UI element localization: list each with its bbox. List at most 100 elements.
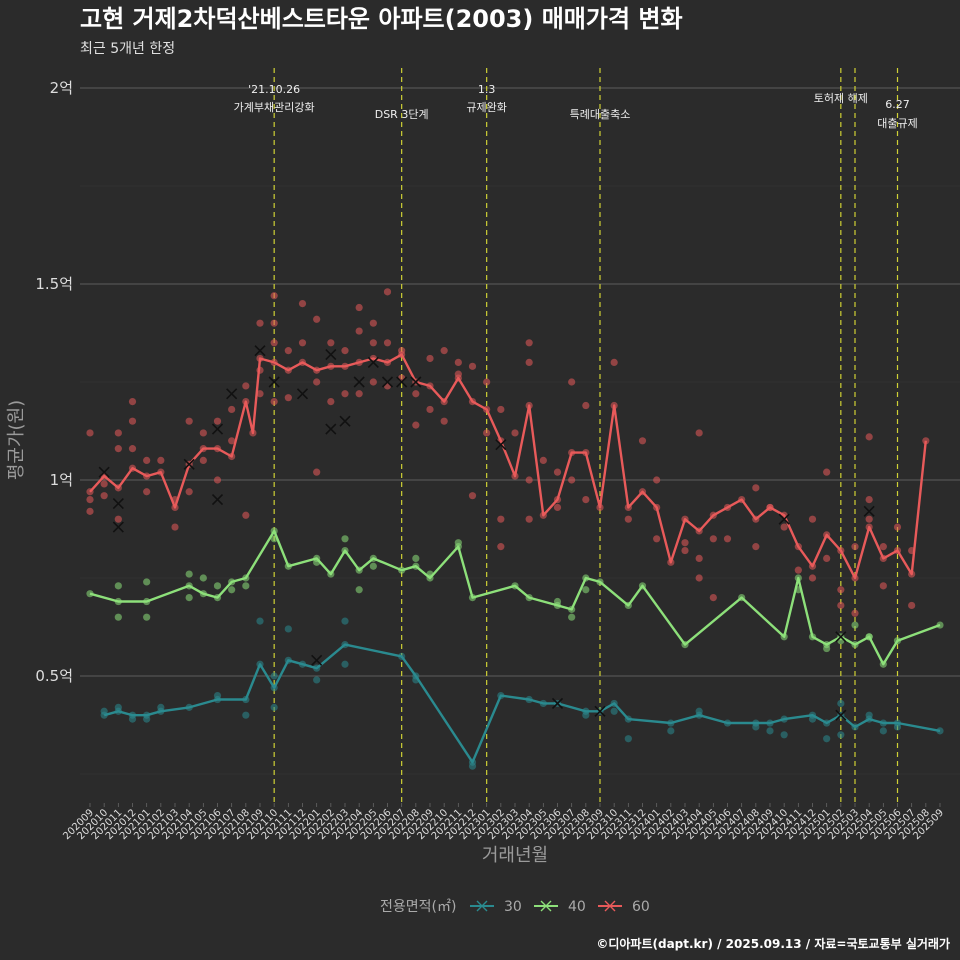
transaction-dot-60: [313, 378, 321, 386]
transaction-dot-60: [837, 601, 845, 610]
transaction-dot-30: [157, 703, 165, 711]
transaction-dot-30: [582, 711, 590, 719]
transaction-dot-60: [497, 543, 505, 551]
transaction-dot-60: [398, 347, 406, 355]
transaction-dot-40: [143, 613, 151, 621]
transaction-dot-60: [610, 358, 618, 366]
transaction-dot-60: [539, 456, 547, 464]
transaction-dot-40: [369, 562, 377, 570]
event-label: 6.27: [885, 98, 910, 111]
transaction-dot-60: [313, 468, 321, 476]
cancel-mark-60: [495, 439, 507, 451]
cancel-mark-30: [551, 697, 564, 710]
transaction-dot-40: [412, 554, 420, 563]
transaction-dot-30: [780, 731, 788, 739]
transaction-dot-60: [284, 394, 292, 402]
transaction-dot-60: [355, 327, 363, 335]
x-axis-tick-labels: 2020092020102020112020122021012021022021…: [61, 803, 946, 842]
transaction-dot-60: [780, 523, 788, 531]
legend-key-60: [604, 900, 616, 912]
cancel-mark-60: [353, 376, 365, 388]
transaction-dot-60: [497, 515, 505, 523]
cancel-mark-60: [325, 348, 337, 361]
event-label: 특례대출축소: [570, 108, 631, 121]
transaction-dot-60: [752, 484, 760, 492]
transaction-dot-30: [624, 735, 632, 743]
transaction-dot-60: [213, 417, 222, 425]
transaction-dot-30: [468, 762, 477, 770]
transaction-dot-40: [355, 586, 363, 594]
transaction-dot-60: [553, 503, 562, 512]
chart-subtitle: 최근 5개년 한정: [80, 41, 175, 57]
cancel-mark-60: [367, 356, 379, 368]
transaction-dot-30: [341, 660, 349, 668]
legend-label-60: 60: [632, 899, 650, 915]
transaction-dot-30: [879, 727, 887, 735]
cancel-mark-30: [835, 709, 847, 721]
transaction-dot-60: [454, 370, 462, 378]
transaction-dot-60: [242, 382, 250, 390]
transaction-dot-40: [185, 594, 193, 602]
transaction-dot-40: [242, 582, 250, 590]
transaction-dot-60: [837, 586, 845, 594]
transaction-dot-30: [128, 715, 137, 723]
transaction-dot-60: [86, 507, 94, 515]
transaction-dot-60: [681, 539, 689, 547]
transaction-dot-60: [440, 347, 448, 355]
transaction-dot-60: [284, 347, 292, 355]
transaction-dot-60: [355, 303, 363, 312]
transaction-dot-40: [851, 621, 859, 629]
cancel-mark-60: [339, 415, 351, 427]
transaction-dot-60: [185, 488, 193, 496]
legend-label-40: 40: [568, 899, 586, 915]
transaction-dot-60: [879, 582, 887, 590]
transaction-dot-60: [568, 476, 576, 484]
transaction-dot-60: [341, 390, 349, 398]
gridlines: [80, 87, 960, 775]
transaction-dot-40: [454, 539, 462, 547]
transaction-dot-30: [313, 676, 321, 684]
transaction-dot-30: [270, 703, 278, 711]
transaction-dot-30: [100, 707, 108, 715]
cancel-mark-60: [268, 376, 280, 388]
cancelled-transaction-marks: [98, 345, 875, 721]
transaction-dot-60: [114, 429, 122, 437]
cancel-mark-30: [594, 705, 606, 717]
transaction-dot-60: [256, 390, 264, 398]
transaction-dot-60: [157, 456, 165, 464]
transaction-dot-60: [638, 437, 647, 445]
transaction-dot-60: [426, 405, 434, 414]
transaction-dot-60: [823, 468, 831, 476]
x-axis-title: 거래년월: [482, 845, 548, 866]
transaction-dot-60: [86, 429, 94, 437]
transaction-dot-60: [412, 390, 420, 398]
transaction-dot-60: [794, 566, 802, 574]
transaction-dot-60: [865, 515, 873, 523]
y-tick-label: 2억: [50, 79, 73, 97]
transaction-dot-60: [383, 339, 392, 347]
transaction-dot-60: [709, 594, 717, 602]
transaction-dot-40: [114, 613, 122, 621]
cancel-mark-60: [211, 494, 224, 506]
transaction-dot-30: [284, 625, 292, 633]
cancel-mark-60: [778, 513, 790, 525]
transaction-dot-40: [199, 574, 207, 582]
legend-key-30: [476, 900, 488, 912]
transaction-dot-60: [808, 515, 817, 523]
transaction-dot-40: [823, 644, 831, 653]
y-tick-label: 1.5억: [35, 275, 73, 293]
transaction-dot-30: [610, 707, 618, 715]
cancel-mark-40: [835, 631, 847, 643]
transaction-dot-60: [553, 468, 562, 476]
transaction-dot-60: [823, 554, 831, 563]
transaction-dot-30: [837, 699, 845, 708]
transaction-dot-60: [525, 515, 533, 523]
transaction-dot-60: [808, 574, 817, 582]
transaction-dot-30: [695, 707, 703, 715]
transaction-dot-60: [879, 543, 887, 551]
transaction-dot-60: [468, 362, 477, 370]
y-axis-title: 평균가(원): [6, 400, 27, 480]
